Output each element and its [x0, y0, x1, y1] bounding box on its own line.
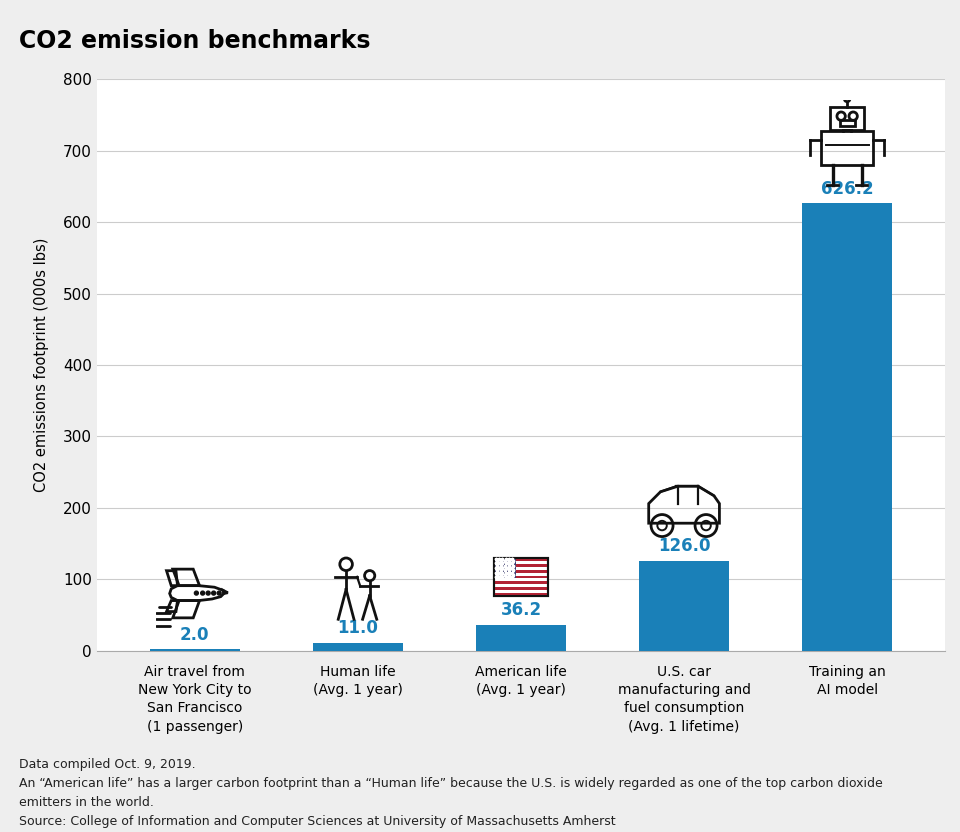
- Bar: [803, 203, 892, 651]
- Text: 11.0: 11.0: [338, 619, 378, 637]
- Bar: [494, 557, 548, 597]
- Bar: [150, 649, 240, 651]
- Text: 626.2: 626.2: [821, 180, 874, 198]
- Bar: [494, 557, 548, 561]
- Bar: [840, 121, 854, 126]
- Circle shape: [201, 591, 204, 595]
- Bar: [494, 593, 548, 597]
- Text: Data compiled Oct. 9, 2019.
An “American life” has a larger carbon footprint tha: Data compiled Oct. 9, 2019. An “American…: [19, 758, 883, 828]
- Circle shape: [217, 591, 221, 595]
- Bar: [494, 557, 548, 597]
- Circle shape: [212, 591, 216, 595]
- Bar: [494, 557, 516, 578]
- Bar: [494, 576, 548, 578]
- Bar: [830, 107, 864, 130]
- Bar: [494, 587, 548, 591]
- Bar: [494, 582, 548, 584]
- Polygon shape: [223, 591, 228, 593]
- Text: CO2 emission benchmarks: CO2 emission benchmarks: [19, 29, 371, 53]
- Y-axis label: CO2 emissions footprint (000s lbs): CO2 emissions footprint (000s lbs): [35, 238, 49, 493]
- Text: 126.0: 126.0: [658, 537, 710, 555]
- Text: 36.2: 36.2: [500, 602, 541, 619]
- Bar: [639, 561, 729, 651]
- Bar: [821, 131, 874, 165]
- Bar: [494, 570, 548, 572]
- Bar: [476, 625, 565, 651]
- Bar: [313, 643, 403, 651]
- Circle shape: [206, 591, 210, 595]
- Bar: [494, 563, 548, 567]
- Text: 2.0: 2.0: [180, 626, 209, 644]
- Circle shape: [195, 591, 199, 595]
